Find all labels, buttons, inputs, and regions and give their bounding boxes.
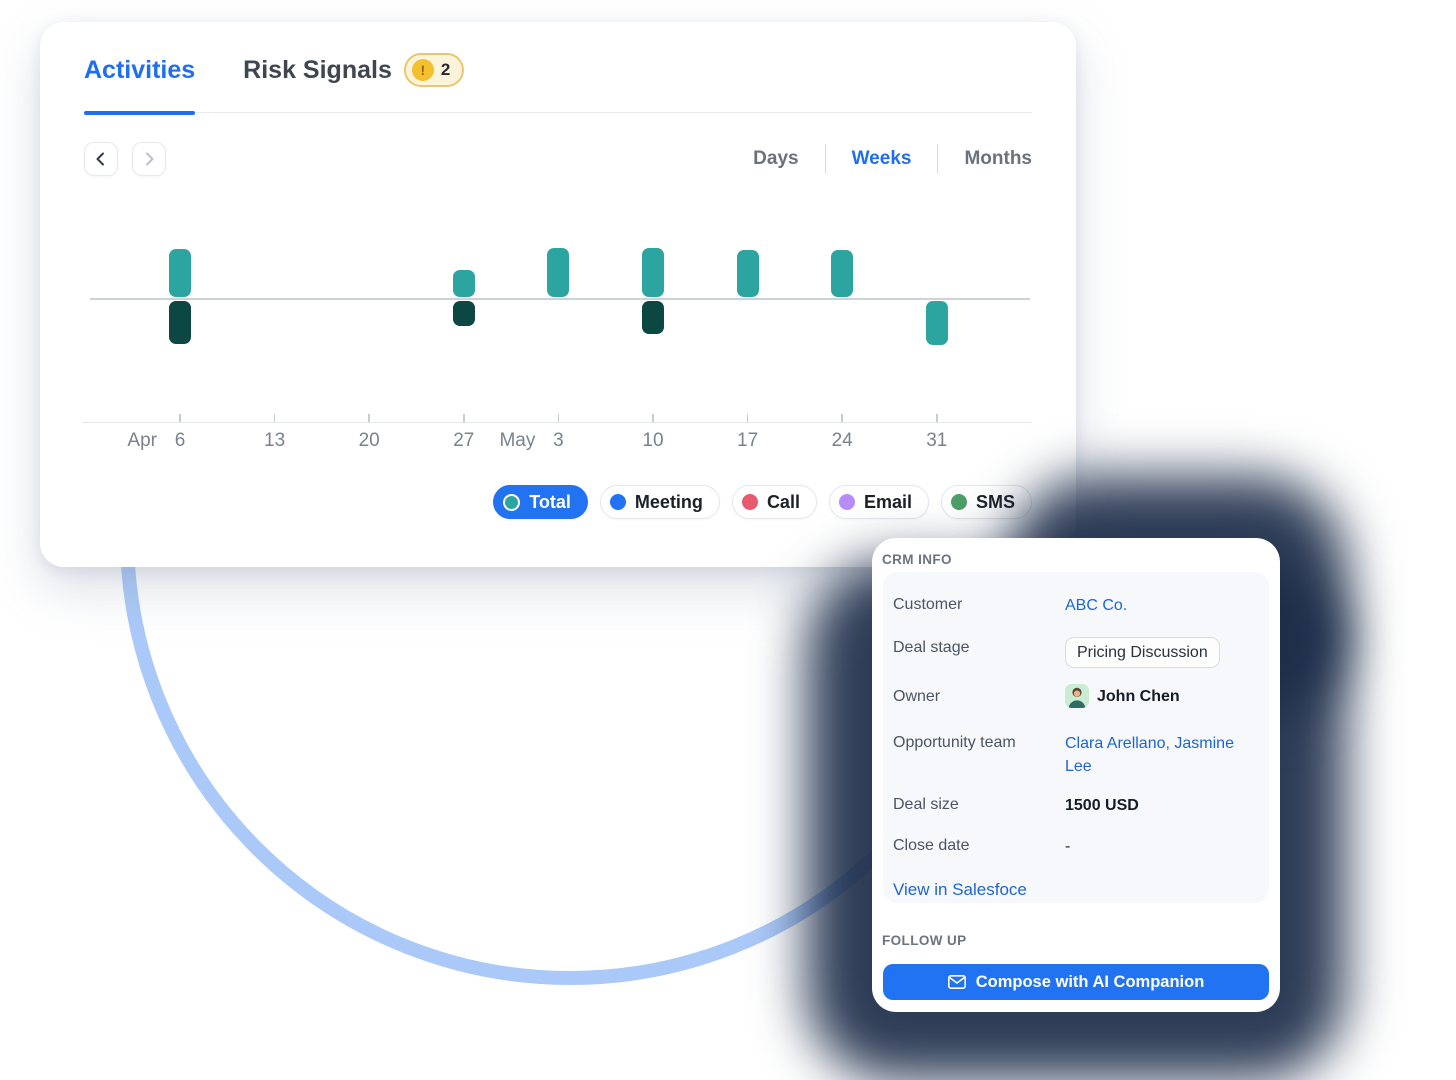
- x-axis-tick: [557, 414, 560, 422]
- divider: [824, 144, 826, 174]
- bar-above-week-17: [736, 250, 759, 297]
- deal-stage-label: Deal stage: [893, 639, 970, 656]
- bar-below-week-31: [925, 300, 948, 345]
- legend-pill-total[interactable]: Total: [493, 485, 588, 519]
- tab-risk-signals[interactable]: Risk Signals ! 2: [243, 53, 465, 112]
- legend-label: Call: [766, 491, 800, 512]
- tab-activities-label: Activities: [84, 56, 196, 84]
- chart-baseline: [90, 298, 1030, 300]
- x-axis-tick: [936, 414, 938, 422]
- tab-risk-signals-label: Risk Signals: [243, 56, 392, 84]
- owner-name: John Chen: [1097, 687, 1180, 705]
- bar-below-week-27: [452, 300, 475, 326]
- x-axis-tick: [652, 414, 654, 422]
- deal-size-value: 1500 USD: [1065, 797, 1139, 814]
- x-axis-label: 17: [737, 430, 759, 451]
- range-months[interactable]: Months: [964, 148, 1032, 169]
- customer-link[interactable]: ABC Co.: [1065, 597, 1128, 614]
- sms-color-dot: [950, 494, 967, 510]
- deal-stage-chip: Pricing Discussion: [1065, 637, 1220, 668]
- bar-above-week-10: [642, 248, 664, 297]
- crm-row-customer: Customer ABC Co.: [893, 594, 1259, 617]
- bar-below-week-10: [642, 300, 664, 334]
- x-axis-tick: [368, 414, 370, 422]
- legend-pill-call[interactable]: Call: [731, 485, 817, 519]
- crm-row-close-date: Close date -: [893, 835, 1259, 858]
- x-axis-label: 6: [174, 430, 186, 451]
- follow-up-title: FOLLOW UP: [882, 933, 967, 948]
- crm-row-owner: Owner John Chen: [893, 684, 1259, 710]
- risk-count-badge: ! 2: [403, 53, 465, 87]
- crm-panel: CRM INFO Customer ABC Co. Deal stage Pri…: [872, 538, 1280, 1012]
- x-axis-tick: [841, 414, 843, 422]
- view-in-salesforce-link[interactable]: View in Salesfoce: [893, 880, 1027, 899]
- meeting-color-dot: [609, 494, 626, 510]
- legend-pill-email[interactable]: Email: [828, 485, 929, 519]
- legend-pill-meeting[interactable]: Meeting: [599, 485, 720, 519]
- legend-label: Email: [863, 491, 912, 512]
- person-photo-icon: [1065, 684, 1089, 708]
- x-axis-label: 13: [264, 430, 286, 451]
- x-axis-label: 20: [358, 430, 380, 451]
- prev-period-button[interactable]: [84, 142, 118, 176]
- crm-row-deal-size: Deal size 1500 USD: [893, 794, 1259, 817]
- owner-label: Owner: [893, 688, 941, 705]
- range-weeks[interactable]: Weeks: [851, 148, 912, 169]
- x-axis-label: 3: [553, 430, 564, 451]
- compose-with-ai-companion-button[interactable]: Compose with AI Companion: [883, 964, 1269, 1000]
- x-axis-label: 27: [453, 430, 475, 451]
- crm-row-opportunity-team: Opportunity team Clara Arellano, Jasmine…: [893, 732, 1259, 778]
- legend-label: Meeting: [634, 491, 703, 512]
- close-date-value: -: [1065, 838, 1071, 855]
- bar-above-week-24: [831, 250, 854, 297]
- chevron-right-icon: [146, 152, 154, 166]
- activities-card: Activities Risk Signals ! 2 Days Weeks: [40, 22, 1076, 567]
- activity-chart: 6 Apr 13 20 27 3 May 10 17 24 31: [40, 22, 1076, 567]
- email-color-dot: [838, 494, 855, 510]
- x-axis-tick: [273, 414, 276, 422]
- x-axis-month-label: May: [499, 430, 536, 451]
- crm-row-deal-stage: Deal stage Pricing Discussion: [893, 637, 1259, 668]
- owner-avatar: [1065, 684, 1089, 708]
- x-axis-label: 10: [642, 430, 664, 451]
- tab-bar: Activities Risk Signals ! 2: [84, 53, 1032, 115]
- x-axis-label: 31: [926, 430, 948, 451]
- crm-info-box: Customer ABC Co. Deal stage Pricing Disc…: [883, 572, 1269, 903]
- next-period-button[interactable]: [132, 142, 166, 176]
- bar-above-week-3: [547, 248, 570, 297]
- x-axis-month-label: Apr: [127, 430, 157, 451]
- total-color-dot: [503, 493, 521, 511]
- bar-above-week-27: [452, 270, 475, 297]
- opportunity-team-label: Opportunity team: [893, 734, 1016, 751]
- x-axis-tick: [746, 414, 749, 422]
- chart-toolbar: Days Weeks Months: [84, 139, 1032, 179]
- legend-label: Total: [529, 491, 571, 512]
- compose-button-label: Compose with AI Companion: [975, 972, 1205, 991]
- customer-label: Customer: [893, 596, 963, 613]
- x-axis-line: [82, 422, 1032, 423]
- range-days[interactable]: Days: [753, 148, 799, 169]
- risk-count-value: 2: [440, 60, 451, 79]
- legend-label: SMS: [975, 491, 1015, 512]
- warning-icon: !: [411, 59, 434, 81]
- opportunity-team-links[interactable]: Clara Arellano, Jasmine Lee: [1065, 735, 1234, 775]
- x-axis-tick: [179, 414, 181, 422]
- range-toggle: Days Weeks Months: [753, 144, 1032, 174]
- divider: [937, 144, 939, 174]
- tab-activities[interactable]: Activities: [84, 56, 196, 115]
- x-axis-tick: [463, 414, 465, 422]
- legend-pill-sms[interactable]: SMS: [940, 485, 1032, 519]
- envelope-icon: [947, 975, 966, 989]
- bar-above-week-6: [169, 249, 191, 297]
- close-date-label: Close date: [893, 837, 970, 854]
- bar-below-week-6: [169, 300, 191, 344]
- chevron-left-icon: [96, 152, 104, 166]
- crm-info-title: CRM INFO: [882, 552, 952, 567]
- chart-legend: Total Meeting Call Email SMS: [493, 485, 1032, 519]
- deal-size-label: Deal size: [893, 796, 959, 813]
- x-axis-label: 24: [831, 430, 853, 451]
- call-color-dot: [741, 494, 758, 510]
